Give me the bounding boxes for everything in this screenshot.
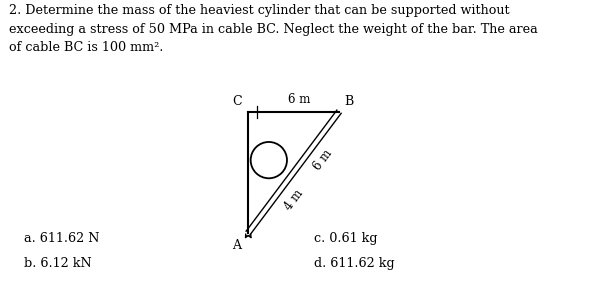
Text: B: B — [344, 95, 353, 108]
Text: A: A — [232, 239, 241, 252]
Text: 4 m: 4 m — [282, 187, 306, 213]
Text: C: C — [233, 95, 242, 108]
Text: 6 m: 6 m — [288, 93, 311, 106]
Text: d. 611.62 kg: d. 611.62 kg — [314, 257, 394, 270]
Text: b. 6.12 kN: b. 6.12 kN — [24, 257, 92, 270]
Text: 2. Determine the mass of the heaviest cylinder that can be supported without
exc: 2. Determine the mass of the heaviest cy… — [9, 4, 538, 54]
Text: 6 m: 6 m — [311, 147, 335, 173]
Text: c. 0.61 kg: c. 0.61 kg — [314, 232, 377, 245]
Text: a. 611.62 N: a. 611.62 N — [24, 232, 99, 245]
